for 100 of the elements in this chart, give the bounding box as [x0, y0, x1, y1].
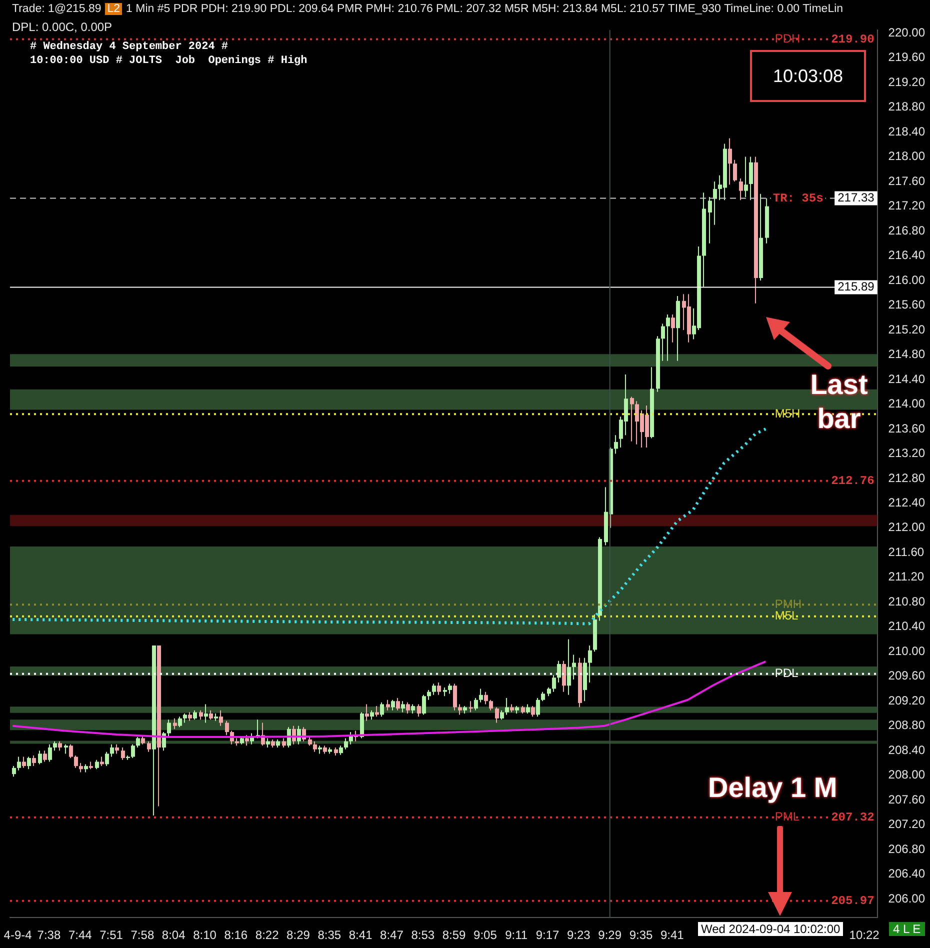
- candlestick: [12, 766, 16, 778]
- candlestick: [749, 156, 753, 201]
- candlestick: [489, 699, 493, 711]
- candlestick: [360, 712, 364, 739]
- candlestick: [588, 644, 592, 684]
- candlestick: [453, 683, 457, 711]
- y-tick-label: 217.20: [888, 198, 926, 213]
- x-tick-label: 7:58: [130, 928, 154, 942]
- candlestick: [370, 710, 374, 720]
- candlestick: [178, 716, 182, 728]
- annotation: 219.90: [831, 32, 874, 46]
- candlestick: [204, 704, 208, 724]
- candlestick: [484, 691, 488, 705]
- x-tick-label: 8:10: [193, 928, 217, 942]
- annotation: TR: 35s: [772, 191, 824, 206]
- candlestick: [500, 710, 504, 720]
- candlestick: [219, 710, 223, 726]
- candlestick: [536, 698, 540, 718]
- candlestick: [630, 396, 634, 442]
- candlestick: [136, 736, 140, 748]
- y-tick-label: 213.20: [888, 446, 926, 460]
- x-tick-label: 9:23: [566, 928, 591, 942]
- candlestick: [666, 314, 670, 362]
- y-tick-label: 218.00: [888, 149, 926, 164]
- x-tick-label: 8:16: [224, 928, 248, 942]
- text: 4 L E: [889, 922, 925, 936]
- x-tick-label: 9:29: [598, 928, 622, 942]
- candlestick: [32, 755, 36, 767]
- candlestick: [562, 660, 566, 692]
- text: 10:00:00 USD # JOLTS Job Openings # High: [30, 55, 308, 67]
- candlestick: [64, 744, 68, 754]
- candlestick: [313, 740, 317, 752]
- candlestick: [27, 756, 31, 770]
- candlestick: [396, 698, 400, 711]
- candlestick: [661, 323, 665, 362]
- y-tick-label: 206.80: [888, 842, 926, 856]
- candlestick: [131, 744, 135, 759]
- x-tick-label: 7:44: [68, 928, 92, 942]
- y-tick-label: 219.20: [888, 74, 926, 89]
- candlestick: [531, 706, 535, 718]
- candlestick: [495, 706, 499, 724]
- annotation: 212.76: [831, 474, 874, 488]
- x-tick-label: 8:53: [411, 928, 435, 942]
- y-tick-label: 212.00: [888, 520, 926, 534]
- y-tick-label: 214.80: [888, 347, 926, 362]
- candlestick: [121, 747, 125, 760]
- candlestick: [406, 702, 410, 714]
- y-tick-label: 212.40: [888, 495, 926, 510]
- candlestick: [380, 702, 384, 718]
- y-tick-label: 208.80: [888, 718, 926, 732]
- candlestick: [557, 660, 561, 684]
- y-tick-label: 214.00: [888, 396, 926, 411]
- annotation: Delay 1 M: [708, 772, 838, 804]
- text: # Wednesday 4 September 2024 #: [30, 41, 228, 53]
- y-tick-label: 206.00: [888, 891, 926, 906]
- candlestick: [474, 698, 478, 711]
- y-tick-label: 210.40: [888, 619, 926, 634]
- x-tick-label: 9:11: [505, 928, 528, 942]
- y-tick-label: 207.60: [888, 792, 926, 806]
- candlestick: [422, 694, 426, 716]
- candlestick: [479, 688, 483, 703]
- candlestick: [199, 710, 203, 720]
- y-tick-label: 209.20: [888, 693, 926, 708]
- ref-line-label: M5H: [774, 406, 800, 420]
- candlestick: [100, 756, 104, 767]
- candlestick: [115, 744, 119, 754]
- x-tick-label: 8:59: [442, 928, 466, 942]
- candlestick: [437, 682, 441, 696]
- candlestick: [541, 691, 545, 702]
- x-tick-label: 8:35: [318, 928, 342, 942]
- y-tick-label: 211.60: [888, 544, 924, 559]
- candlestick: [671, 314, 675, 343]
- candlestick: [401, 700, 405, 713]
- candlestick: [614, 434, 618, 454]
- candlestick: [69, 744, 73, 759]
- y-tick-label: 215.60: [888, 298, 926, 312]
- candlestick: [74, 755, 78, 768]
- candlestick: [505, 698, 509, 716]
- y-tick-label: 217.60: [888, 174, 926, 188]
- annotation: DPL: 0.00C, 0.00P: [12, 20, 112, 34]
- ref-line-label: 217.33: [838, 190, 875, 205]
- x-tick-label: 7:38: [37, 928, 61, 942]
- candlestick: [141, 734, 145, 745]
- candlestick: [53, 740, 57, 752]
- y-tick-label: 206.40: [888, 866, 926, 881]
- candlestick: [17, 756, 21, 771]
- candlestick: [95, 759, 99, 770]
- x-tick-label: 9:17: [536, 928, 560, 942]
- candlestick: [110, 744, 114, 758]
- x-tick-label: 9:41: [660, 928, 684, 942]
- candlestick: [391, 699, 395, 711]
- candlestick: [417, 704, 421, 718]
- y-tick-label: 214.40: [888, 372, 926, 386]
- candlestick: [713, 181, 717, 226]
- candlestick: [167, 719, 171, 738]
- y-tick-label: 210.00: [888, 644, 926, 658]
- candlestick: [344, 738, 348, 750]
- x-tick-label: 8:22: [255, 928, 280, 942]
- y-tick-label: 209.60: [888, 668, 926, 683]
- y-tick-label: 216.00: [888, 272, 926, 287]
